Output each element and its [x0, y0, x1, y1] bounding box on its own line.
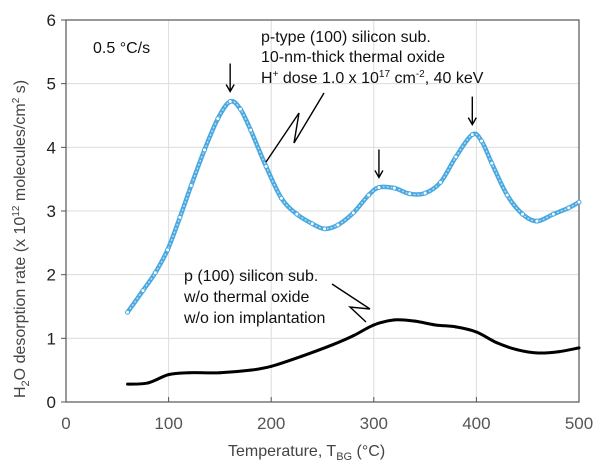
data-point-black [218, 371, 222, 375]
data-point-blue [391, 185, 397, 191]
data-point-black [392, 318, 396, 322]
data-point-black [126, 382, 130, 386]
data-point-blue [550, 211, 556, 217]
data-point-black [433, 323, 437, 327]
data-point-black [331, 343, 335, 347]
data-point-blue [263, 163, 269, 169]
annotation-blue-line1: p-type (100) silicon sub. [261, 29, 431, 46]
data-point-black [167, 373, 171, 377]
data-point-blue [237, 106, 243, 112]
data-point-blue [453, 154, 459, 160]
x-tick-label: 400 [462, 414, 490, 433]
data-point-black [495, 341, 499, 345]
data-point-blue [177, 214, 183, 220]
y-axis-ticks: 0 1 2 3 4 5 6 [47, 11, 66, 412]
y-tick-label: 0 [47, 393, 56, 412]
data-point-black [249, 368, 253, 372]
data-point-blue [437, 179, 443, 185]
data-point-blue [422, 190, 428, 196]
data-point-blue [188, 183, 194, 189]
data-point-blue [479, 138, 485, 144]
peak-arrow-head [467, 117, 477, 127]
annotation-black-line1: p (100) silicon sub. [184, 268, 318, 285]
data-point-black [454, 325, 458, 329]
series-line-blue-texture [127, 100, 580, 313]
data-point-black [556, 350, 560, 354]
y-tick-label: 1 [47, 329, 56, 348]
data-point-black [351, 334, 355, 338]
data-point-black [372, 323, 376, 327]
data-point-blue [407, 191, 413, 197]
data-point-black [515, 348, 519, 352]
data-point-blue [376, 184, 382, 190]
x-tick-label: 300 [360, 414, 388, 433]
y-tick-label: 3 [47, 202, 56, 221]
data-point-blue [165, 247, 171, 253]
peak-arrow-head [225, 84, 235, 93]
y-tick-label: 6 [47, 11, 56, 30]
data-point-blue [202, 147, 208, 153]
y-tick-label: 5 [47, 75, 56, 94]
data-point-blue [366, 192, 372, 198]
x-tick-label: 0 [61, 414, 70, 433]
data-point-blue [322, 226, 328, 232]
data-point-blue [576, 199, 582, 205]
data-point-blue [125, 309, 131, 315]
data-point-black [536, 351, 540, 355]
data-point-black [300, 354, 304, 358]
data-point-blue [152, 270, 158, 276]
data-point-black [146, 381, 150, 385]
data-point-blue [215, 116, 221, 122]
annotation-blue-line3: H+ dose 1.0 x 1017 cm-2, 40 keV [261, 69, 484, 87]
data-point-blue [335, 222, 341, 228]
annotation-blue-leader [265, 92, 325, 163]
data-point-blue [140, 288, 146, 294]
data-point-black [187, 371, 191, 375]
x-tick-label: 100 [154, 414, 182, 433]
x-axis-ticks: 0 100 200 300 400 500 [61, 397, 593, 433]
heating-rate-label: 0.5 °C/s [93, 40, 150, 57]
annotation-black-leader [331, 283, 371, 323]
data-point-blue [294, 211, 300, 217]
data-point-blue [469, 132, 475, 138]
data-point-black [474, 330, 478, 334]
x-axis-label: Temperature, TBG (°C) [228, 443, 385, 463]
x-tick-label: 500 [565, 414, 593, 433]
data-point-blue [504, 192, 510, 198]
data-point-blue [350, 210, 356, 216]
series-line-black [127, 318, 580, 386]
data-point-black [577, 346, 581, 350]
data-point-blue [309, 221, 315, 227]
data-point-blue [248, 127, 254, 133]
data-point-blue [278, 195, 284, 201]
annotation-black-line2: w/o thermal oxide [183, 289, 309, 306]
data-point-blue [566, 205, 572, 211]
peak-arrow-head [374, 170, 384, 179]
peak-arrows [225, 63, 477, 179]
annotation-black-line3: w/o ion implantation [183, 310, 325, 327]
series-layer [125, 98, 582, 386]
data-point-blue [534, 218, 540, 224]
x-tick-label: 200 [257, 414, 285, 433]
data-point-black [413, 319, 417, 323]
data-point-blue [489, 160, 495, 166]
data-point-blue [227, 98, 233, 104]
y-tick-label: 4 [47, 138, 56, 157]
y-tick-label: 2 [47, 266, 56, 285]
annotation-blue-line2: 10-nm-thick thermal oxide [261, 49, 445, 66]
data-point-blue [520, 211, 526, 217]
data-point-black [269, 364, 273, 368]
y-axis-label: H2O desorption rate (x 1012 molecules/cm… [11, 80, 32, 398]
